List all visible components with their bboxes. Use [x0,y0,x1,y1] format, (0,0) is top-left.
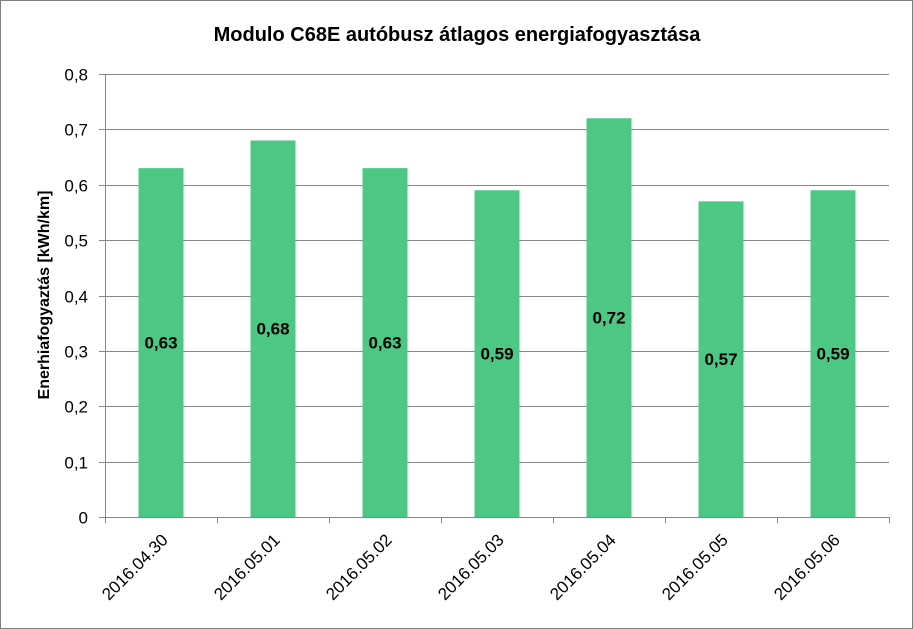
bar-2 [362,168,408,517]
x-tick-label-1: 2016.05.01 [210,530,284,604]
x-tick-label-2: 2016.05.02 [322,530,396,604]
y-tick-label-5: 0,5 [64,232,88,251]
y-tick-label-4: 0,4 [64,288,88,307]
data-label-1: 0,68 [256,320,289,339]
data-labels: 0,63 0,68 0,63 0,59 0,72 0,57 0,59 [144,309,849,370]
bar-0 [138,168,184,517]
bar-4 [586,118,632,518]
y-tick-label-0: 0 [79,509,88,528]
data-label-6: 0,59 [816,345,849,364]
x-tick-label-6: 2016.05.06 [770,530,844,604]
bar-5 [698,201,744,518]
x-tick-label-3: 2016.05.03 [434,530,508,604]
x-tick-label-4: 2016.05.04 [546,530,620,604]
data-label-4: 0,72 [592,309,625,328]
data-label-5: 0,57 [704,350,737,369]
y-tick-label-8: 0,8 [64,66,88,85]
y-tick-label-1: 0,1 [64,454,88,473]
data-label-0: 0,63 [144,334,177,353]
bar-3 [474,190,520,517]
x-tick-label-0: 2016.04.30 [98,530,172,604]
y-axis-label: Enerhiafogyaztás [kWh/km] [36,191,53,400]
axes [105,74,890,523]
y-tick-label-6: 0,6 [64,177,88,196]
bar-6 [810,190,856,517]
y-tick-label-2: 0,2 [64,398,88,417]
x-axis-ticks: 2016.04.30 2016.05.01 2016.05.02 2016.05.03… [98,530,844,604]
y-tick-label-7: 0,7 [64,121,88,140]
data-label-2: 0,63 [368,334,401,353]
bars [138,118,856,518]
data-label-3: 0,59 [480,345,513,364]
y-tick-label-3: 0,3 [64,343,88,362]
bar-1 [250,140,296,517]
chart-title: Modulo C68E autóbusz átlagos energiafogy… [214,24,702,46]
x-tick-label-5: 2016.05.05 [658,530,732,604]
y-axis-ticks: 0 0,1 0,2 0,3 0,4 0,5 0,6 0,7 0,8 [64,66,105,528]
